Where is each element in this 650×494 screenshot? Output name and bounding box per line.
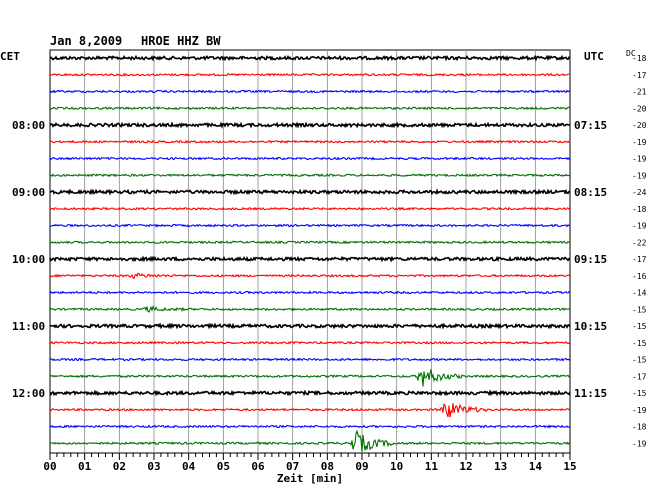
dc-offset-label: -17 xyxy=(632,372,647,381)
dc-offset-label: -18 xyxy=(632,205,647,214)
x-tick-label: 12 xyxy=(459,460,472,473)
seismic-trace xyxy=(49,389,571,397)
left-timezone-label: CET xyxy=(0,50,20,63)
seismic-trace xyxy=(49,272,571,280)
right-time-label: 11:15 xyxy=(574,387,607,400)
seismic-trace xyxy=(49,305,571,313)
dc-labels: -18 -17 -21 -20 -20 -19 -19 -19 -24 -18 -19 -22 -17 -… xyxy=(632,54,647,448)
dc-offset-label: -21 xyxy=(632,88,647,97)
dc-offset-label: -15 xyxy=(632,322,647,331)
x-tick-label: 15 xyxy=(563,460,576,473)
dc-offset-label: -22 xyxy=(632,238,647,247)
x-axis: 00 01 02 03 04 05 06 07 08 09 10 11 12 13 14 15 xyxy=(43,453,577,473)
x-tick-label: 03 xyxy=(147,460,160,473)
dc-offset-label: -19 xyxy=(632,155,647,164)
x-tick-label: 14 xyxy=(529,460,543,473)
seismic-trace xyxy=(49,156,571,161)
x-tick-label: 07 xyxy=(286,460,299,473)
seismic-trace xyxy=(49,322,571,330)
seismic-trace xyxy=(49,255,571,263)
x-tick-label: 01 xyxy=(78,460,92,473)
dc-offset-label: -15 xyxy=(632,389,647,398)
seismic-trace xyxy=(49,89,571,94)
seismic-trace xyxy=(49,173,571,178)
chart-station: HROE HHZ BW xyxy=(141,34,221,48)
dc-offset-label: -19 xyxy=(632,406,647,415)
seismic-trace xyxy=(49,106,571,111)
dc-offset-label: -18 xyxy=(632,423,647,432)
dc-offset-label: -20 xyxy=(632,104,647,113)
right-time-label: 09:15 xyxy=(574,253,607,266)
seismic-trace xyxy=(49,340,571,345)
x-tick-label: 09 xyxy=(355,460,368,473)
dc-offset-label: -20 xyxy=(632,121,647,130)
dc-offset-label: -24 xyxy=(632,188,647,197)
dc-offset-label: -19 xyxy=(632,138,647,147)
x-tick-label: 05 xyxy=(217,460,230,473)
traces-group xyxy=(49,54,571,452)
dc-offset-label: -14 xyxy=(632,289,647,298)
x-tick-label: 13 xyxy=(494,460,507,473)
left-time-label: 10:00 xyxy=(12,253,45,266)
dc-offset-label: -17 xyxy=(632,71,647,80)
x-tick-label: 00 xyxy=(43,460,56,473)
seismic-trace xyxy=(49,121,571,129)
plot-frame xyxy=(49,49,571,454)
dc-offset-label: -19 xyxy=(632,222,647,231)
seismic-trace xyxy=(49,357,571,362)
x-axis-title: Zeit [min] xyxy=(277,472,343,485)
x-tick-label: 04 xyxy=(182,460,196,473)
left-time-label: 09:00 xyxy=(12,186,45,199)
dc-offset-label: -19 xyxy=(632,171,647,180)
seismic-trace xyxy=(49,240,571,245)
dc-offset-label: -19 xyxy=(632,439,647,448)
seismic-trace xyxy=(50,369,571,387)
left-time-label: 11:00 xyxy=(12,320,45,333)
seismic-trace xyxy=(50,223,571,228)
grid-lines xyxy=(84,50,536,453)
dc-offset-label: -15 xyxy=(632,356,647,365)
seismic-trace xyxy=(49,206,571,211)
right-time-label: 10:15 xyxy=(574,320,607,333)
seismic-trace xyxy=(49,429,571,452)
seismic-trace xyxy=(49,72,571,77)
right-time-label: 08:15 xyxy=(574,186,607,199)
dc-offset-label: -15 xyxy=(632,339,647,348)
seismic-trace xyxy=(49,403,571,418)
chart-date: Jan 8,2009 xyxy=(50,34,122,48)
seismic-trace xyxy=(49,424,571,429)
dc-offset-label: -17 xyxy=(632,255,647,264)
dc-column-label: DC xyxy=(626,49,636,58)
x-tick-label: 10 xyxy=(390,460,403,473)
x-tick-label: 11 xyxy=(425,460,439,473)
seismic-trace xyxy=(49,188,571,196)
dc-offset-label: -18 xyxy=(632,54,647,63)
right-time-label: 07:15 xyxy=(574,119,607,132)
x-tick-label: 02 xyxy=(113,460,126,473)
x-tick-label: 06 xyxy=(251,460,265,473)
seismic-trace xyxy=(49,290,571,295)
dc-offset-label: -16 xyxy=(632,272,647,281)
left-time-label: 08:00 xyxy=(12,119,45,132)
dc-offset-label: -15 xyxy=(632,305,647,314)
x-tick-label: 08 xyxy=(321,460,334,473)
seismic-trace xyxy=(49,139,570,144)
seismic-trace xyxy=(49,54,571,62)
left-time-label: 12:00 xyxy=(12,387,45,400)
time-labels: 08:00 09:00 10:00 11:00 12:00 07:15 08:15 09:15… xyxy=(12,119,607,400)
right-timezone-label: UTC xyxy=(584,50,604,63)
